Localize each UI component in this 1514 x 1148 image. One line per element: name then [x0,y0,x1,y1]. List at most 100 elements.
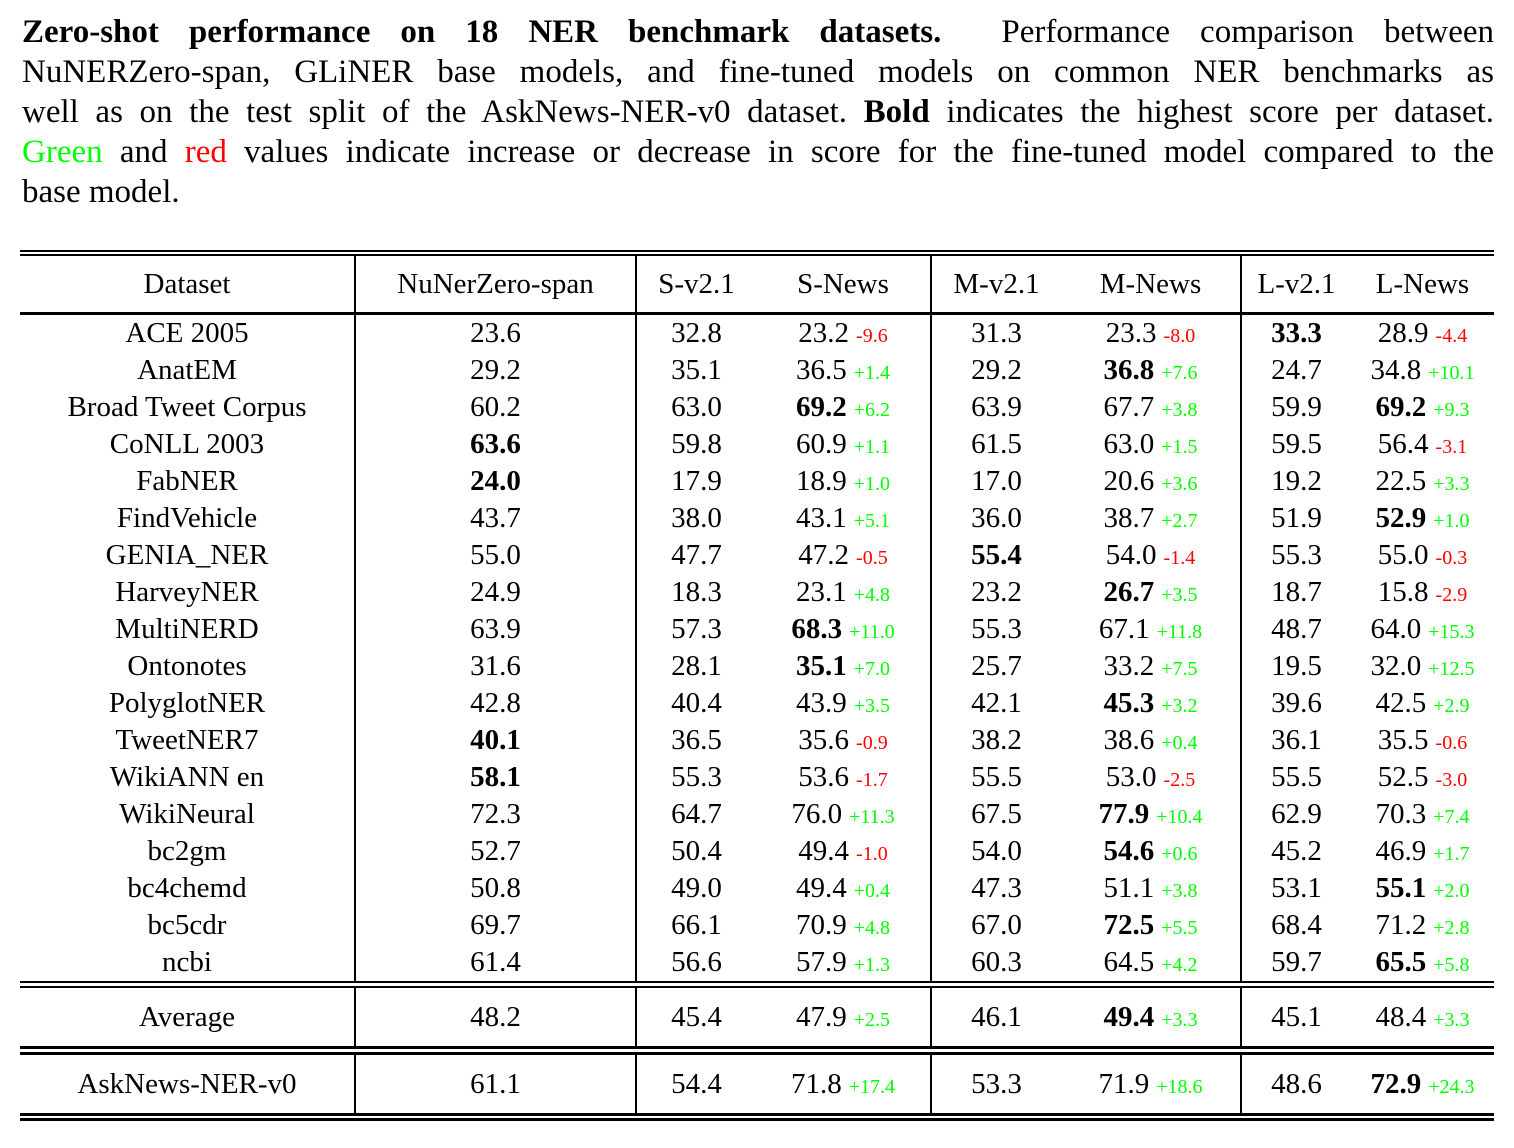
score-cell: 55.1 +2.0 [1351,870,1494,907]
score-cell: 43.9 +3.5 [756,685,932,722]
score-value: 35.1 [795,650,847,682]
table-row: Broad Tweet Corpus 60.2 63.0 69.2 +6.2 63.9 67… [20,389,1494,426]
score-cell: 38.2 [931,722,1061,759]
score-value: 23.2 [971,576,1022,608]
score-value: 47.2 [798,539,850,571]
score-cell: 43.1 +5.1 [756,500,932,537]
score-cell: 69.2 +9.3 [1351,389,1494,426]
score-cell: 32.8 [636,314,756,353]
score-value: 47.7 [671,539,722,571]
score-cell: 67.5 [931,796,1061,833]
score-delta: +5.8 [1433,954,1470,976]
score-cell: 35.1 +7.0 [756,648,932,685]
score-delta: +6.2 [853,399,891,421]
score-cell: 70.3 +7.4 [1351,796,1494,833]
score-cell: 47.2 -0.5 [756,537,932,574]
table-row: ncbi 61.4 56.6 57.9 +1.3 60.3 64.5 +4.2 59.7 65.5… [20,944,1494,985]
score-delta: +0.6 [1161,843,1198,865]
score-value: 60.9 [795,428,847,460]
header-dataset: Dataset [20,253,356,315]
score-value: 53.6 [798,761,850,793]
caption-line-3: well as on the test split of the AskNews… [22,92,1494,132]
score-value: 38.6 [1103,724,1155,756]
table-row: WikiNeural 72.3 64.7 76.0 +11.3 67.5 77.9 +10.4… [20,796,1494,833]
score-delta: -8.0 [1163,325,1196,347]
table-row: bc2gm 52.7 50.4 49.4 -1.0 54.0 54.6 +0.6 45.2 46.… [20,833,1494,870]
score-cell: 36.5 [636,722,756,759]
dataset-name: Average [138,1000,236,1033]
score-cell: 28.9 -4.4 [1351,314,1494,353]
score-delta: -3.0 [1435,769,1468,791]
score-cell: 31.6 [355,648,637,685]
score-delta: -0.6 [1435,732,1468,754]
score-cell: 36.5 +1.4 [756,352,932,389]
score-cell: 50.4 [636,833,756,870]
score-value: 63.0 [671,391,722,423]
score-value: 64.0 [1370,613,1422,645]
score-value: 77.9 [1098,798,1150,830]
score-value: 29.2 [470,354,521,386]
score-value: 51.1 [1103,872,1155,904]
table-header: Dataset NuNerZero-span S-v2.1 S-News M-v… [20,253,1494,315]
score-cell: 51.1 +3.8 [1061,870,1242,907]
score-cell: 77.9 +10.4 [1061,796,1242,833]
score-cell: 23.2 -9.6 [756,313,932,352]
score-cell: 53.6 -1.7 [756,759,932,796]
score-value: 28.1 [671,650,722,682]
score-delta: -0.5 [856,547,888,569]
score-value: 67.1 [1098,613,1150,645]
score-value: 36.5 [671,724,722,756]
score-value: 72.5 [1103,909,1155,941]
results-table: Dataset NuNerZero-span S-v2.1 S-News M-v… [20,250,1494,1121]
score-cell: 68.3 +11.0 [756,611,932,648]
score-value: 64.5 [1103,946,1155,978]
score-value: 49.4 [795,872,847,904]
score-cell: 53.3 [931,1046,1061,1117]
score-cell: 72.9 +24.3 [1351,1046,1494,1117]
score-value: 72.9 [1370,1067,1422,1100]
score-delta: +5.5 [1161,917,1198,939]
score-delta: +1.3 [853,954,891,976]
score-value: 58.1 [470,761,521,793]
dataset-name-cell: HarveyNER [20,574,356,611]
score-cell: 45.2 [1241,833,1351,870]
dataset-name: WikiANN en [109,761,265,793]
score-delta: +7.6 [1161,362,1198,384]
dataset-name-cell: MultiNERD [20,611,356,648]
score-cell: 42.1 [931,685,1061,722]
score-cell: 61.1 [355,1046,637,1117]
caption-text: Performance comparison between [941,14,1494,50]
score-cell: 33.3 [1241,314,1351,353]
dataset-name: bc4chemd [127,872,247,904]
score-value: 28.9 [1377,317,1429,349]
score-cell: 56.6 [636,944,756,985]
score-cell: 29.2 [355,352,637,389]
score-value: 24.7 [1271,354,1322,386]
score-value: 18.3 [671,576,722,608]
score-value: 32.8 [671,317,722,349]
dataset-name-cell: PolyglotNER [20,685,356,722]
score-cell: 42.5 +2.9 [1351,685,1494,722]
score-delta: +7.4 [1433,806,1470,828]
dataset-name-cell: WikiNeural [20,796,356,833]
score-cell: 49.0 [636,870,756,907]
score-cell: 45.3 +3.2 [1061,685,1242,722]
score-value: 23.2 [798,317,850,349]
score-value: 45.3 [1103,687,1155,719]
score-value: 47.9 [795,1000,847,1033]
score-delta: -2.5 [1163,769,1196,791]
table-row: Ontonotes 31.6 28.1 35.1 +7.0 25.7 33.2 +7.5 19.… [20,648,1494,685]
score-delta: -1.4 [1163,547,1196,569]
score-cell: 68.4 [1241,907,1351,944]
score-value: 48.6 [1271,1067,1322,1100]
score-value: 57.9 [795,946,847,978]
score-delta: +1.7 [1433,843,1470,865]
header-m-v21: M-v2.1 [931,253,1061,315]
score-value: 38.0 [671,502,722,534]
table-caption: Zero-shot performance on 18 NER benchmar… [22,12,1494,212]
score-delta: +10.4 [1156,806,1203,828]
score-cell: 47.7 [636,537,756,574]
score-cell: 45.4 [636,981,756,1051]
dataset-name-cell: WikiANN en [20,759,356,796]
score-value: 17.9 [671,465,722,497]
